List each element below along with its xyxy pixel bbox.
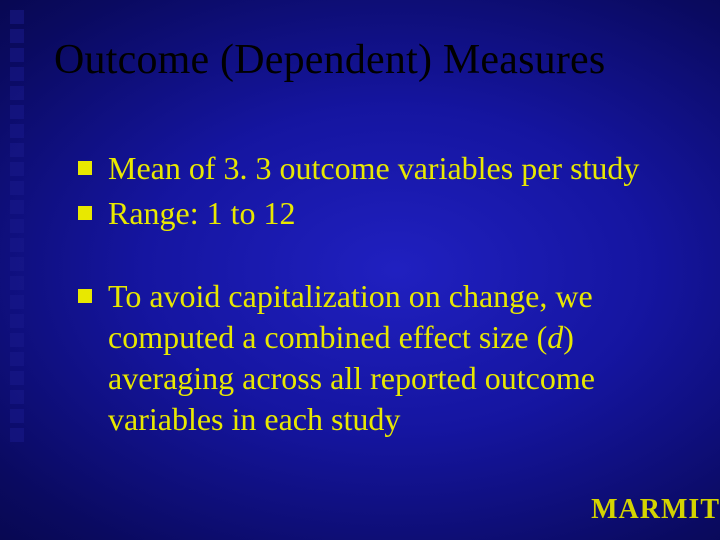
decor-square-icon <box>10 238 24 252</box>
bullet-marker-icon <box>78 161 92 175</box>
decor-square-icon <box>10 67 24 81</box>
decor-square-icon <box>10 371 24 385</box>
decor-square-icon <box>10 143 24 157</box>
bullet-text-part: To avoid capitalization on change, we co… <box>108 278 593 355</box>
decor-square-icon <box>10 124 24 138</box>
bullet-group-1: Mean of 3. 3 outcome variables per study… <box>78 148 680 234</box>
decor-square-icon <box>10 86 24 100</box>
decor-square-icon <box>10 29 24 43</box>
decor-square-icon <box>10 10 24 24</box>
decor-square-icon <box>10 48 24 62</box>
decor-square-icon <box>10 428 24 442</box>
bullet-item: To avoid capitalization on change, we co… <box>78 276 680 440</box>
decor-square-icon <box>10 352 24 366</box>
slide-content: Mean of 3. 3 outcome variables per study… <box>78 148 680 482</box>
decor-square-icon <box>10 257 24 271</box>
decorative-squares-column <box>10 10 28 442</box>
bullet-text: Range: 1 to 12 <box>108 193 296 234</box>
decor-square-icon <box>10 295 24 309</box>
decor-square-icon <box>10 200 24 214</box>
decor-square-icon <box>10 409 24 423</box>
decor-square-icon <box>10 219 24 233</box>
decor-square-icon <box>10 276 24 290</box>
bullet-text: To avoid capitalization on change, we co… <box>108 276 680 440</box>
bullet-item: Range: 1 to 12 <box>78 193 680 234</box>
decor-square-icon <box>10 162 24 176</box>
italic-variable: d <box>547 319 563 355</box>
bullet-item: Mean of 3. 3 outcome variables per study <box>78 148 680 189</box>
bullet-text: Mean of 3. 3 outcome variables per study <box>108 148 639 189</box>
decor-square-icon <box>10 333 24 347</box>
decor-square-icon <box>10 390 24 404</box>
slide-title: Outcome (Dependent) Measures <box>54 36 605 84</box>
footer-brand: MARMIT <box>591 494 720 526</box>
bullet-group-2: To avoid capitalization on change, we co… <box>78 276 680 440</box>
bullet-marker-icon <box>78 289 92 303</box>
decor-square-icon <box>10 314 24 328</box>
decor-square-icon <box>10 105 24 119</box>
bullet-marker-icon <box>78 206 92 220</box>
decor-square-icon <box>10 181 24 195</box>
